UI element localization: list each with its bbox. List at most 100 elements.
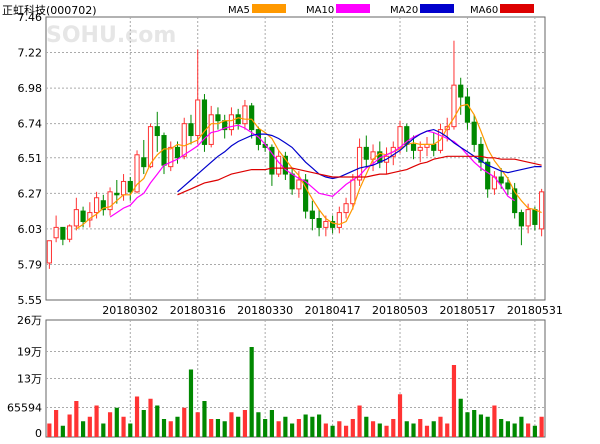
candle — [222, 114, 228, 139]
price-tick-label: 6.51 — [18, 152, 43, 165]
volume-bar — [263, 419, 268, 437]
candle — [383, 147, 390, 175]
candle-body-up — [208, 114, 214, 145]
price-tick-label: 7.46 — [18, 11, 43, 24]
candle — [289, 168, 295, 195]
candle-body-up — [168, 146, 174, 168]
candle-body-up — [73, 209, 79, 227]
volume-bar — [202, 401, 207, 437]
volume-bar — [431, 421, 436, 437]
candle-body-up — [451, 84, 457, 128]
candle-body-down — [174, 146, 181, 159]
volume-bar — [505, 421, 511, 437]
volume-tick-label: 0 — [35, 427, 42, 440]
candle-body-up — [539, 191, 545, 230]
volume-bar — [249, 347, 254, 437]
volume-bar — [364, 416, 369, 437]
volume-bar — [472, 410, 477, 437]
candle — [46, 240, 52, 269]
candle-body-down — [289, 173, 295, 190]
volume-bar — [465, 412, 470, 437]
candle-body-up — [343, 203, 349, 214]
volume-bar — [384, 425, 389, 437]
volume-bar — [107, 412, 113, 437]
price-tick-label: 6.98 — [18, 82, 43, 95]
candle-body-up — [46, 240, 52, 264]
volume-bar — [330, 425, 335, 437]
volume-bar — [451, 365, 457, 437]
candle-body-down — [100, 200, 106, 211]
volume-bar — [276, 421, 281, 437]
ma-line-ma20 — [177, 128, 542, 193]
candle-body-down — [309, 210, 315, 220]
legend: MA5 MA10 MA20 MA60 — [228, 4, 534, 16]
candle-body-up — [181, 123, 187, 157]
candle — [356, 138, 363, 186]
volume-bar — [242, 410, 248, 437]
candle-body-down — [431, 143, 437, 151]
volume-bar — [370, 421, 376, 437]
candle-body-down — [303, 179, 309, 212]
volume-bar — [222, 421, 227, 437]
candle — [336, 206, 342, 234]
volume-y-axis: 26万 19万 13万 65594 0 — [7, 314, 42, 440]
volume-bar — [485, 416, 490, 437]
candle-body-down — [249, 105, 255, 131]
volume-bar — [269, 410, 274, 437]
candle — [174, 141, 181, 164]
volume-bar — [539, 416, 544, 437]
date-tick-label: 20180316 — [170, 304, 226, 317]
candle — [215, 107, 221, 130]
volume-bar — [209, 419, 214, 437]
candle-body-down — [532, 209, 538, 225]
candle — [53, 215, 59, 243]
candle-body-up — [276, 155, 282, 175]
candle — [505, 177, 511, 195]
candle-body-up — [417, 146, 423, 151]
volume-bar — [492, 405, 497, 437]
volume-bar — [391, 419, 396, 437]
candle-body-down — [498, 176, 504, 184]
candle — [269, 144, 275, 186]
price-tick-label: 5.55 — [18, 294, 43, 307]
date-tick-label: 20180531 — [507, 304, 563, 317]
candle — [242, 99, 248, 130]
candle-body-up — [107, 191, 113, 211]
candle — [343, 197, 349, 219]
candle-body-up — [53, 226, 59, 239]
volume-bar — [283, 416, 288, 437]
candle-body-down — [316, 218, 322, 228]
date-axis: 20180302 20180316 20180330 20180417 20180503… — [102, 304, 563, 317]
candle — [141, 139, 147, 175]
candle — [67, 224, 73, 243]
candle-body-down — [80, 210, 86, 222]
date-tick-label: 20180503 — [372, 304, 428, 317]
candlesticks — [46, 40, 545, 269]
candle — [424, 137, 430, 157]
volume-bar — [67, 414, 72, 437]
ma-line-ma5 — [75, 103, 542, 230]
candle-body-down — [464, 96, 471, 123]
date-tick-label: 20180517 — [439, 304, 495, 317]
price-grid — [46, 17, 545, 300]
volume-bar — [74, 401, 79, 437]
candle-body-up — [356, 146, 363, 181]
candle — [188, 114, 194, 145]
watermark-text: SOHU.com — [46, 23, 176, 48]
volume-bar — [94, 405, 99, 437]
candle — [208, 105, 214, 148]
volume-bar — [236, 416, 241, 437]
volume-bar — [121, 416, 126, 437]
volume-bar — [418, 419, 423, 437]
volume-bar — [350, 419, 355, 437]
candle — [471, 114, 477, 152]
candle — [127, 177, 133, 201]
volume-bar — [424, 425, 430, 437]
legend-swatch-ma5 — [252, 4, 286, 13]
volume-bar — [303, 414, 308, 437]
volume-bar — [337, 421, 342, 437]
candle-body-down — [282, 155, 288, 175]
candle-body-down — [201, 99, 208, 145]
volume-bar — [168, 421, 173, 437]
